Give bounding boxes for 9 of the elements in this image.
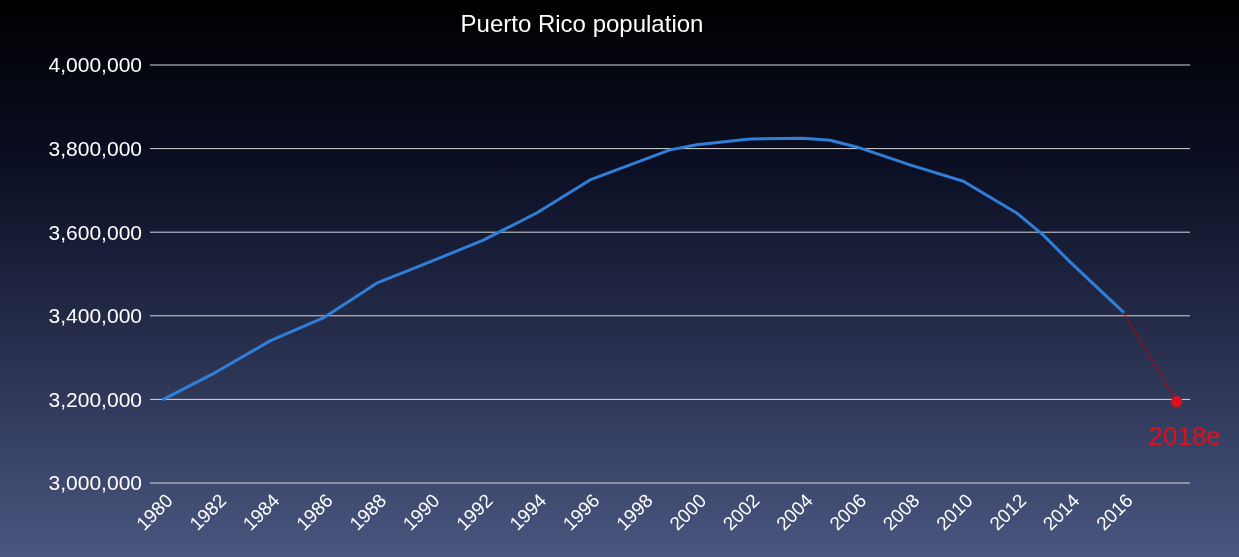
line-series [161,136,1125,401]
chart-title: Puerto Rico population [460,10,704,37]
annotation: 2018e [1148,421,1221,452]
y-tick-label: 3,000,000 [48,471,142,495]
y-tick-label: 4,000,000 [48,53,142,77]
y-tick-label: 3,600,000 [48,220,142,244]
y-tick-label: 3,200,000 [48,387,142,411]
y-tick-label: 3,800,000 [48,136,142,160]
y-tick-label: 3,400,000 [48,304,142,328]
